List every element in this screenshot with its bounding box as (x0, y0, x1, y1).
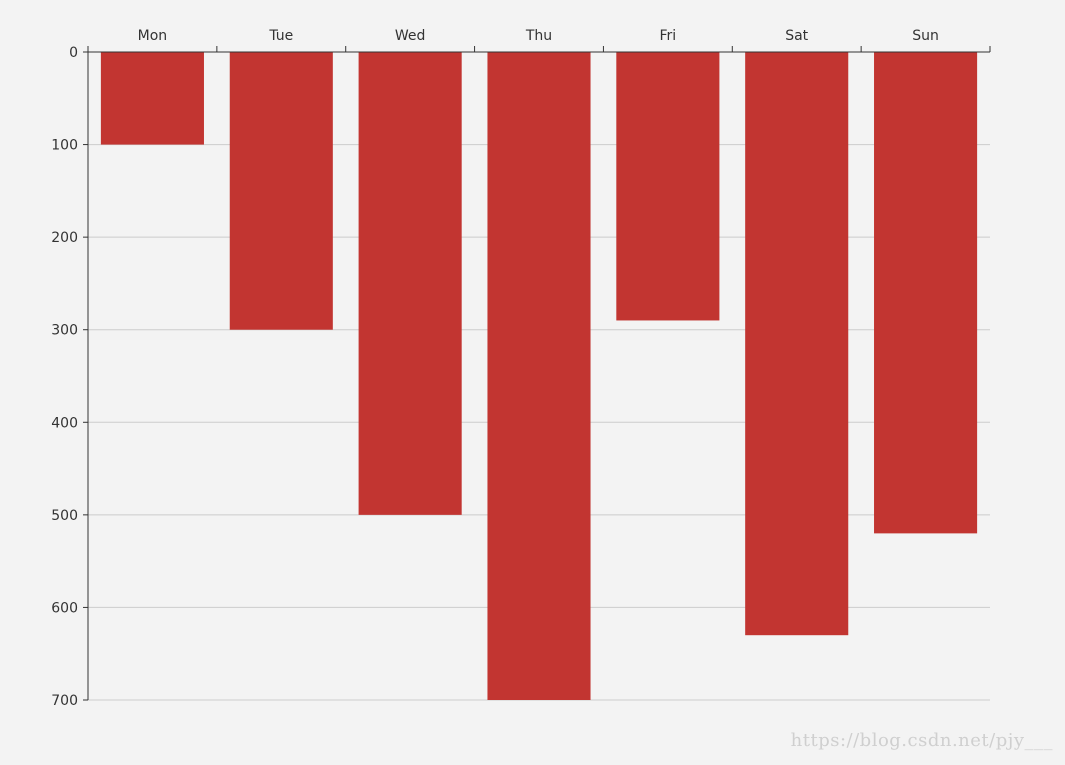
y-tick-label: 700 (51, 693, 78, 709)
x-tick-label: Wed (395, 28, 426, 44)
bar-sun[interactable] (874, 52, 977, 533)
bar-thu[interactable] (487, 52, 590, 700)
x-tick-label: Thu (525, 28, 552, 44)
bar-wed[interactable] (359, 52, 462, 515)
bars (101, 52, 977, 700)
y-tick-label: 0 (69, 45, 78, 61)
y-tick-label: 600 (51, 600, 78, 616)
y-tick-label: 200 (51, 230, 78, 246)
y-tick-label: 500 (51, 508, 78, 524)
x-tick-label: Sat (785, 28, 808, 44)
bar-mon[interactable] (101, 52, 204, 145)
y-tick-label: 100 (51, 138, 78, 154)
bar-fri[interactable] (616, 52, 719, 320)
y-tick-label: 300 (51, 323, 78, 339)
x-tick-label: Mon (138, 28, 168, 44)
bar-tue[interactable] (230, 52, 333, 330)
watermark-text: https://blog.csdn.net/pjy___ (791, 730, 1053, 751)
x-tick-label: Sun (912, 28, 939, 44)
y-tick-label: 400 (51, 415, 78, 431)
x-tick-label: Tue (268, 28, 293, 44)
bar-sat[interactable] (745, 52, 848, 635)
x-tick-label: Fri (660, 28, 677, 44)
